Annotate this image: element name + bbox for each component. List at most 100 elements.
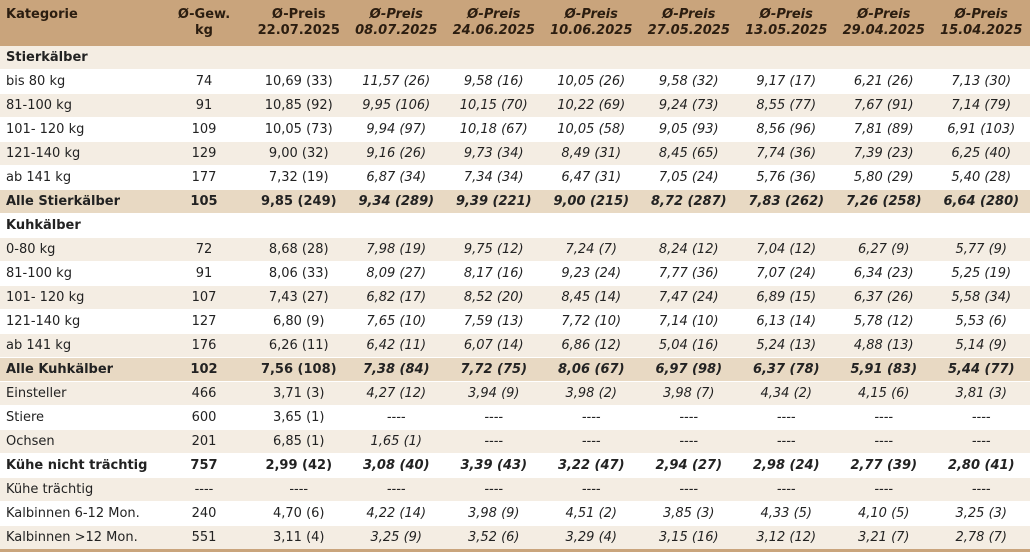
table-cell: 5,58 (34): [933, 290, 1030, 305]
table-cell: 91: [158, 98, 250, 113]
table-cell: 8,72 (287): [640, 194, 738, 209]
table-cell: 6,26 (11): [250, 338, 348, 353]
table-cell: 6,37 (26): [835, 290, 933, 305]
table-cell: 240: [158, 506, 250, 521]
table-cell: 7,39 (23): [835, 146, 933, 161]
header-text: Ø-Preis: [543, 7, 641, 23]
table-cell: ----: [933, 434, 1030, 449]
table-cell: 5,04 (16): [640, 338, 738, 353]
table-cell: 7,38 (84): [348, 362, 446, 377]
table-cell: 8,49 (31): [543, 146, 641, 161]
table-cell: 4,27 (12): [348, 386, 446, 401]
table-cell: 5,14 (9): [933, 338, 1030, 353]
table-cell: 7,43 (27): [250, 290, 348, 305]
table-cell: ----: [738, 482, 836, 497]
table-cell: 3,98 (2): [543, 386, 641, 401]
row-label: 81-100 kg: [0, 98, 158, 113]
table-cell: 7,56 (108): [250, 362, 348, 377]
table-cell: 6,21 (26): [835, 74, 933, 89]
table-cell: ----: [933, 410, 1030, 425]
table-cell: ----: [640, 410, 738, 425]
header-cell: Kategorie: [0, 0, 158, 23]
table-cell: 2,78 (7): [933, 530, 1030, 545]
table-cell: 4,22 (14): [348, 506, 446, 521]
header-text: Ø-Preis: [348, 7, 446, 23]
table-cell: 7,72 (75): [445, 362, 543, 377]
row-label: ab 141 kg: [0, 170, 158, 185]
row-label: Ochsen: [0, 434, 158, 449]
table-cell: 6,82 (17): [348, 290, 446, 305]
table-cell: 7,83 (262): [738, 194, 836, 209]
table-cell: 7,98 (19): [348, 242, 446, 257]
table-cell: 127: [158, 314, 250, 329]
header-text: 08.07.2025: [348, 23, 446, 39]
row-label: Stiere: [0, 410, 158, 425]
table-cell: 8,56 (96): [738, 122, 836, 137]
header-text: Ø-Preis: [933, 7, 1030, 23]
table-cell: 7,77 (36): [640, 266, 738, 281]
table-cell: 600: [158, 410, 250, 425]
table-cell: ----: [543, 482, 641, 497]
table-cell: 3,15 (16): [640, 530, 738, 545]
table-cell: 9,05 (93): [640, 122, 738, 137]
table-cell: 4,51 (2): [543, 506, 641, 521]
table-cell: ----: [250, 482, 348, 497]
table-cell: ----: [348, 482, 446, 497]
table-cell: 551: [158, 530, 250, 545]
header-text: Ø-Preis: [250, 7, 348, 23]
table-cell: 3,12 (12): [738, 530, 836, 545]
table-cell: 7,24 (7): [543, 242, 641, 257]
table-cell: ----: [738, 410, 836, 425]
header-text: 29.04.2025: [835, 23, 933, 39]
table-cell: ----: [445, 482, 543, 497]
row-label: 0-80 kg: [0, 242, 158, 257]
table-cell: 6,13 (14): [738, 314, 836, 329]
table-cell: ----: [933, 482, 1030, 497]
table-cell: 9,00 (215): [543, 194, 641, 209]
table-cell: 4,70 (6): [250, 506, 348, 521]
table-cell: 7,74 (36): [738, 146, 836, 161]
header-text: Ø-Gew.: [158, 7, 250, 23]
table-cell: ----: [158, 482, 250, 497]
table-cell: 10,69 (33): [250, 74, 348, 89]
table-cell: 7,14 (10): [640, 314, 738, 329]
table-cell: 6,86 (12): [543, 338, 641, 353]
table-cell: 9,00 (32): [250, 146, 348, 161]
table-cell: 3,25 (9): [348, 530, 446, 545]
table-cell: 9,17 (17): [738, 74, 836, 89]
table-cell: 201: [158, 434, 250, 449]
table-cell: 10,05 (26): [543, 74, 641, 89]
table-cell: 3,08 (40): [348, 458, 446, 473]
table-cell: 8,09 (27): [348, 266, 446, 281]
table-cell: 7,34 (34): [445, 170, 543, 185]
table-cell: 7,26 (258): [835, 194, 933, 209]
table-cell: 6,27 (9): [835, 242, 933, 257]
table-cell: 3,25 (3): [933, 506, 1030, 521]
table-cell: 9,95 (106): [348, 98, 446, 113]
header-text: Ø-Preis: [835, 7, 933, 23]
table-cell: 8,17 (16): [445, 266, 543, 281]
table-cell: 3,21 (7): [835, 530, 933, 545]
section-row: Kuhkälber: [0, 214, 1030, 238]
row-label: Kalbinnen 6-12 Mon.: [0, 506, 158, 521]
table-cell: 9,75 (12): [445, 242, 543, 257]
table-cell: 7,65 (10): [348, 314, 446, 329]
table-cell: 6,89 (15): [738, 290, 836, 305]
table-cell: 4,33 (5): [738, 506, 836, 521]
header-text: 13.05.2025: [738, 23, 836, 39]
table-cell: 109: [158, 122, 250, 137]
table-cell: 7,13 (30): [933, 74, 1030, 89]
